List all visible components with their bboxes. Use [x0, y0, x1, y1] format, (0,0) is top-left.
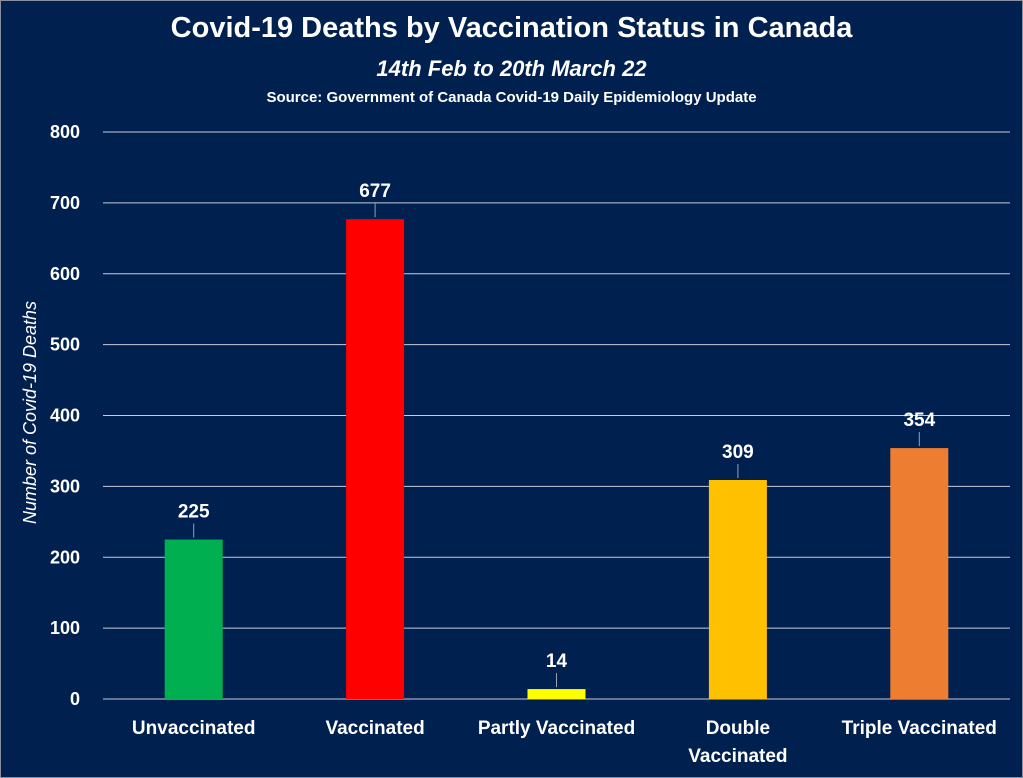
- y-tick-label: 400: [50, 406, 80, 426]
- x-axis-category-labels: Unvaccinated Vaccinated Partly Vaccinated D…: [132, 718, 997, 767]
- data-label: 354: [903, 410, 935, 431]
- x-category-label: Vaccinated: [325, 718, 424, 739]
- chart-subtitle: 14th Feb to 20th March 22: [376, 56, 647, 81]
- y-tick-label: 600: [50, 264, 80, 284]
- data-label: 225: [178, 502, 210, 523]
- data-label: 309: [722, 442, 754, 463]
- gridlines: [103, 131, 1010, 700]
- y-tick-label: 800: [50, 122, 80, 142]
- x-category-label: Partly Vaccinated: [478, 718, 635, 739]
- y-axis-title: Number of Covid-19 Deaths: [20, 301, 40, 524]
- bar: [708, 479, 767, 699]
- chart-source: Source: Government of Canada Covid-19 Da…: [266, 89, 757, 106]
- y-tick-label: 100: [50, 618, 80, 638]
- data-labels: 225 677 14 309 354: [178, 181, 936, 688]
- bar: [890, 448, 949, 699]
- y-tick-label: 300: [50, 476, 80, 496]
- y-tick-label: 700: [50, 193, 80, 213]
- y-tick-label: 0: [70, 689, 80, 709]
- bars: [164, 219, 949, 699]
- y-tick-label: 500: [50, 335, 80, 355]
- x-category-label: Double: [706, 718, 770, 739]
- y-tick-label: 200: [50, 547, 80, 567]
- bar: [346, 219, 405, 699]
- x-category-label: Vaccinated: [688, 746, 787, 767]
- x-category-label: Unvaccinated: [132, 718, 256, 739]
- data-label: 14: [546, 651, 568, 672]
- bar: [527, 689, 586, 699]
- bar: [164, 539, 223, 699]
- data-label: 677: [359, 181, 391, 202]
- x-category-label: Triple Vaccinated: [842, 718, 997, 739]
- chart-title: Covid-19 Deaths by Vaccination Status in…: [170, 12, 853, 44]
- y-axis-tick-labels: 0 100 200 300 400 500 600 700 800: [50, 122, 80, 709]
